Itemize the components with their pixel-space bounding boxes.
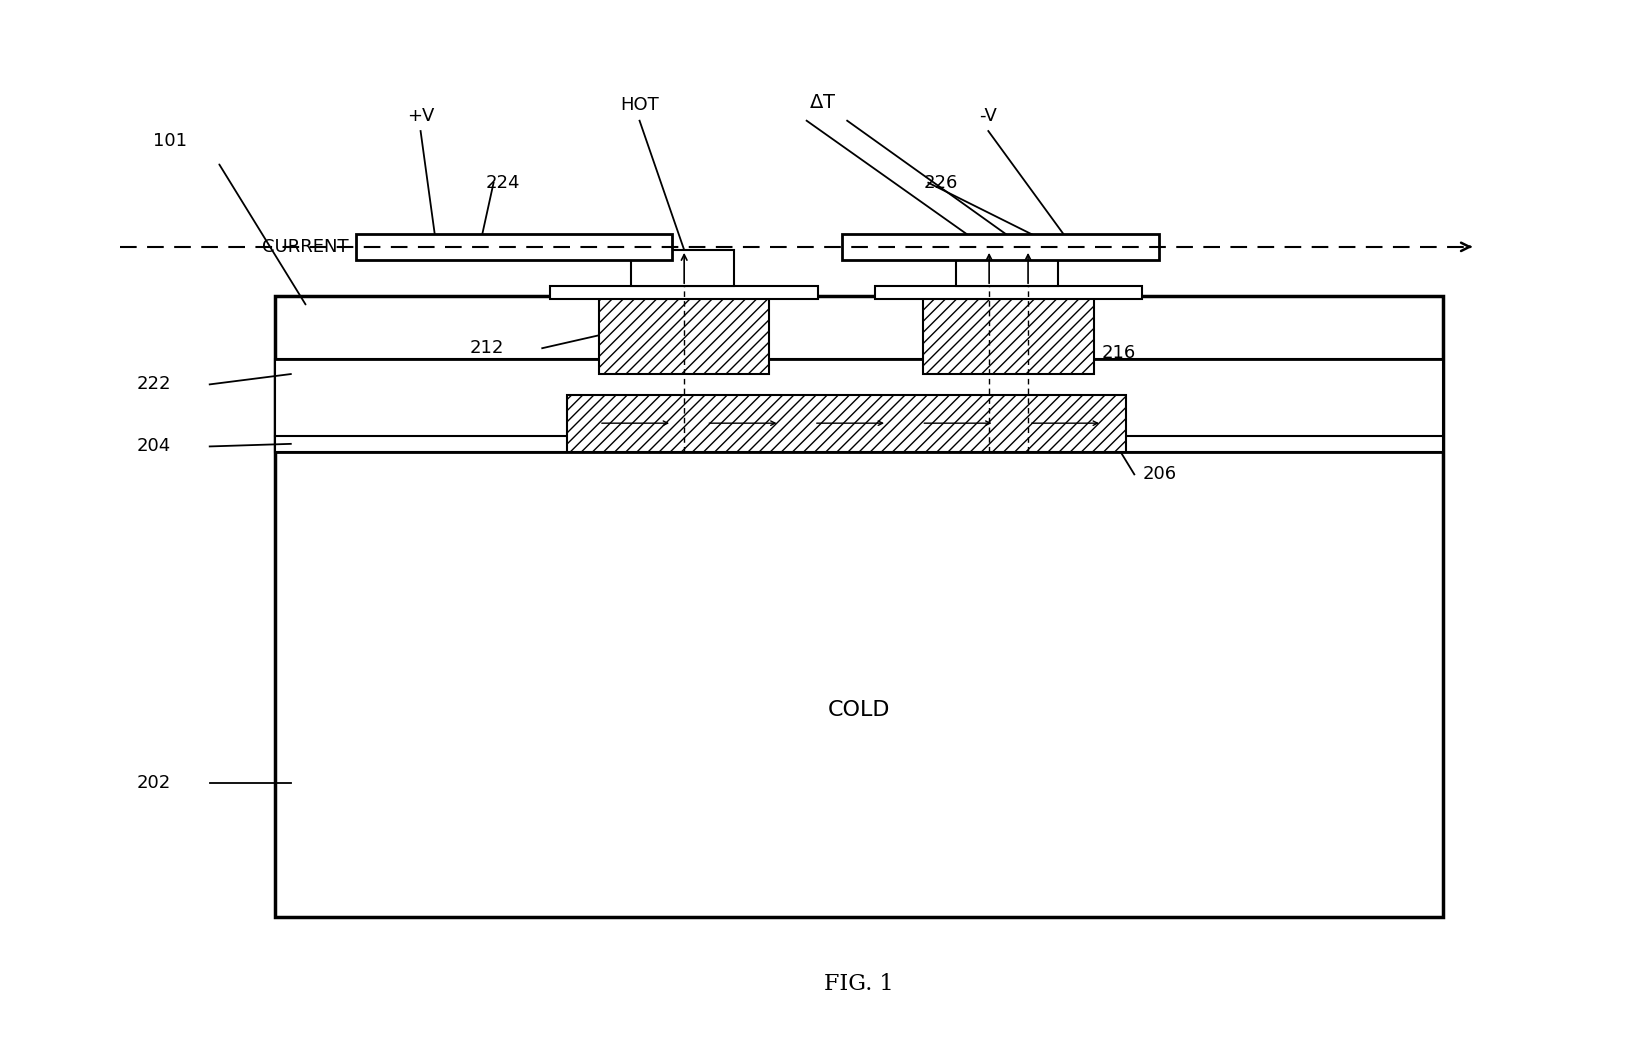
Text: $\Delta$T: $\Delta$T bbox=[810, 92, 836, 111]
Text: 101: 101 bbox=[152, 132, 187, 150]
Bar bbox=[843, 235, 1158, 260]
Bar bbox=[355, 235, 672, 260]
Text: 226: 226 bbox=[923, 174, 957, 192]
Bar bbox=[923, 297, 1094, 374]
Bar bbox=[631, 250, 733, 286]
Text: HOT: HOT bbox=[620, 96, 659, 114]
Text: -V: -V bbox=[980, 107, 998, 125]
Bar bbox=[275, 297, 1443, 917]
Text: 206: 206 bbox=[1142, 465, 1176, 483]
Bar bbox=[566, 395, 1126, 452]
Text: 212: 212 bbox=[470, 340, 504, 357]
Bar bbox=[955, 250, 1058, 286]
Text: COLD: COLD bbox=[828, 700, 890, 720]
Text: 224: 224 bbox=[486, 174, 520, 192]
Text: +V: +V bbox=[407, 107, 434, 125]
Text: 204: 204 bbox=[137, 437, 172, 456]
Bar bbox=[875, 286, 1142, 299]
Text: 202: 202 bbox=[137, 773, 172, 791]
Text: 222: 222 bbox=[137, 375, 172, 393]
Text: CURRENT: CURRENT bbox=[262, 238, 348, 256]
Text: FIG. 1: FIG. 1 bbox=[825, 974, 893, 996]
Bar bbox=[275, 358, 1443, 452]
Text: 216: 216 bbox=[1103, 345, 1135, 363]
Bar bbox=[550, 286, 818, 299]
Bar bbox=[599, 297, 769, 374]
